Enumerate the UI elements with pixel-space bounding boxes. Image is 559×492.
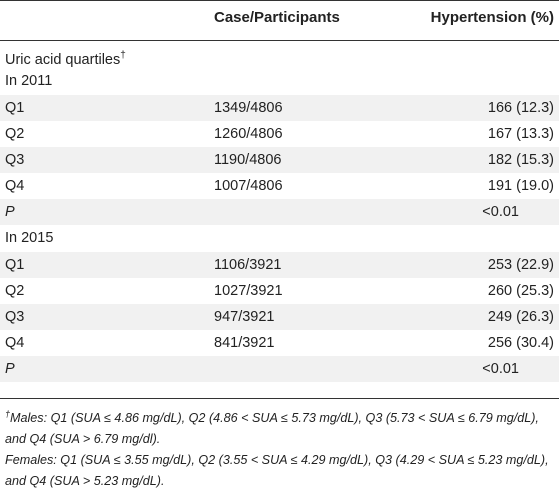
p-value: <0.01 [482, 361, 519, 377]
table-row: Q4 1007/4806 191 (19.0) [0, 173, 559, 199]
case-cell: 947/3921 [214, 309, 275, 325]
header-col2: Case/Participants [214, 9, 340, 26]
case-cell: 1349/4806 [214, 100, 283, 116]
p-label: P [5, 361, 15, 377]
table-row: Q1 1106/3921 253 (22.9) [0, 252, 559, 278]
quartile-cell: Q2 [5, 126, 25, 142]
footnote-males-line: †Males: Q1 (SUA ≤ 4.86 mg/dL), Q2 (4.86 … [5, 404, 557, 450]
section-title-row: Uric acid quartiles† [0, 47, 559, 73]
table-row: Q4 841/3921 256 (30.4) [0, 330, 559, 356]
footnote-marker: † [5, 409, 11, 419]
header-col3: Hypertension (%) [430, 9, 554, 26]
footnote-block: †Males: Q1 (SUA ≤ 4.86 mg/dL), Q2 (4.86 … [5, 404, 557, 492]
footnote-females-line: Females: Q1 (SUA ≤ 3.55 mg/dL), Q2 (3.55… [5, 450, 557, 492]
table-row: Q1 1349/4806 166 (12.3) [0, 95, 559, 121]
quartile-cell: Q3 [5, 309, 25, 325]
group-label: In 2015 [5, 230, 54, 246]
hypertension-cell: 166 (12.3) [487, 100, 554, 116]
p-value-row: P <0.01 [0, 356, 559, 382]
quartile-cell: Q4 [5, 335, 25, 351]
p-label: P [5, 204, 15, 220]
quartile-cell: Q1 [5, 100, 25, 116]
table-row: Q2 1260/4806 167 (13.3) [0, 121, 559, 147]
quartile-cell: Q2 [5, 283, 25, 299]
hypertension-cell: 167 (13.3) [487, 126, 554, 142]
header-row: Case/Participants Hypertension (%) [0, 5, 559, 31]
table-row: Q2 1027/3921 260 (25.3) [0, 278, 559, 304]
quartile-cell: Q1 [5, 257, 25, 273]
group-label-row: In 2015 [0, 225, 559, 251]
case-cell: 1260/4806 [214, 126, 283, 142]
hypertension-cell: 256 (30.4) [487, 335, 554, 351]
hypertension-cell: 253 (22.9) [487, 257, 554, 273]
top-rule [0, 0, 559, 1]
table-row: Q3 1190/4806 182 (15.3) [0, 147, 559, 173]
section-title: Uric acid quartiles† [5, 47, 126, 73]
quartile-cell: Q4 [5, 178, 25, 194]
group-label-row: In 2011 [0, 68, 559, 94]
hypertension-cell: 249 (26.3) [487, 309, 554, 325]
section-title-dagger: † [120, 50, 126, 61]
group-label: In 2011 [5, 73, 53, 89]
case-cell: 1007/4806 [214, 178, 283, 194]
case-cell: 1027/3921 [214, 283, 283, 299]
case-cell: 1106/3921 [214, 257, 282, 273]
case-cell: 1190/4806 [214, 152, 282, 168]
section-title-text: Uric acid quartiles [5, 52, 121, 68]
p-value-row: P <0.01 [0, 199, 559, 225]
footnote-females-body: Females: Q1 (SUA ≤ 3.55 mg/dL), Q2 (3.55… [5, 453, 549, 488]
header-rule [0, 40, 559, 41]
bottom-rule [0, 398, 559, 399]
hypertension-cell: 182 (15.3) [487, 152, 554, 168]
quartile-cell: Q3 [5, 152, 25, 168]
footnote-males-body: Males: Q1 (SUA ≤ 4.86 mg/dL), Q2 (4.86 <… [5, 411, 539, 446]
hypertension-cell: 191 (19.0) [487, 178, 554, 194]
case-cell: 841/3921 [214, 335, 275, 351]
table-row: Q3 947/3921 249 (26.3) [0, 304, 559, 330]
p-value: <0.01 [482, 204, 519, 220]
hypertension-cell: 260 (25.3) [487, 283, 554, 299]
